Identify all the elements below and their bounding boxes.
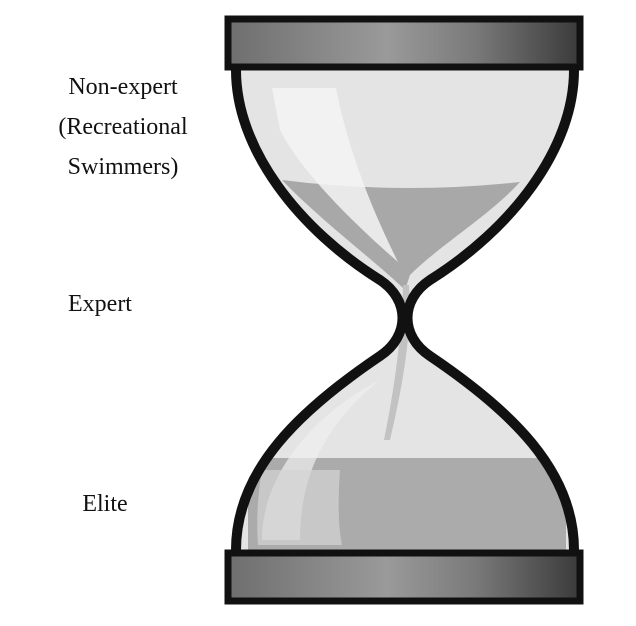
glass-highlight-bottom-sand (257, 470, 342, 545)
hourglass-bottom-cap (224, 549, 584, 605)
non-expert-label-line2: (Recreational (58, 114, 188, 140)
non-expert-label-line1: Non-expert (68, 74, 178, 100)
hourglass-top-cap (224, 15, 584, 71)
hourglass-outline (231, 65, 579, 555)
glass-highlight-top (272, 88, 398, 262)
non-expert-label-line3: Swimmers) (67, 154, 179, 180)
non-expert-label: Non-expert (Recreational Swimmers) (28, 67, 218, 187)
elite-label: Elite (82, 491, 128, 517)
expert-label: Expert (68, 291, 132, 317)
